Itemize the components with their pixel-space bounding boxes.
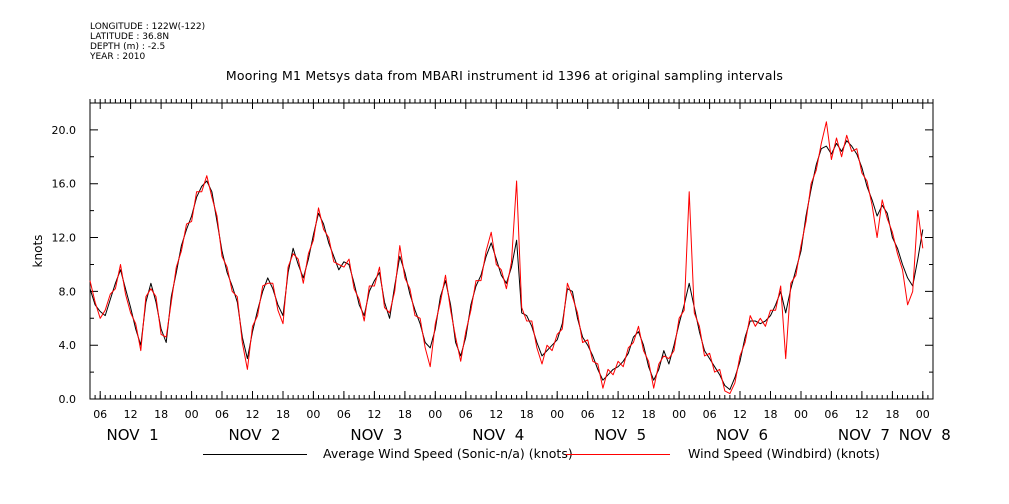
depth-text: DEPTH (m) : -2.5 <box>90 42 166 52</box>
y-tick-label: 8.0 <box>59 285 77 298</box>
x-day-label: NOV 4 <box>472 426 524 444</box>
x-tick-label: 00 <box>428 408 442 421</box>
x-tick-label: 06 <box>581 408 595 421</box>
x-tick-label: 06 <box>337 408 351 421</box>
x-day-label: NOV 2 <box>228 426 280 444</box>
x-tick-label: 12 <box>367 408 381 421</box>
x-tick-label: 12 <box>611 408 625 421</box>
x-tick-label: 18 <box>642 408 656 421</box>
x-tick-label: 18 <box>520 408 534 421</box>
x-day-label: NOV 6 <box>716 426 768 444</box>
y-tick-label: 0.0 <box>59 393 77 406</box>
y-tick-labels: 0.0 4.0 8.0 12.0 16.0 20.0 <box>52 124 77 406</box>
x-tick-label: 06 <box>459 408 473 421</box>
x-tick-label: 00 <box>550 408 564 421</box>
x-tick-label: 00 <box>306 408 320 421</box>
y-axis-label: knots <box>31 235 45 268</box>
x-day-labels: NOV 1 NOV 2 NOV 3 NOV 4 NOV 5 NOV 6 NOV 7 NOV 8 <box>107 426 951 444</box>
x-tick-label: 06 <box>93 408 107 421</box>
y-tick-label: 16.0 <box>52 178 77 191</box>
x-tick-label: 00 <box>794 408 808 421</box>
series-line-windbird-wind-speed <box>89 121 924 395</box>
x-tick-label: 18 <box>885 408 899 421</box>
x-tick-label: 06 <box>215 408 229 421</box>
x-tick-label: 12 <box>733 408 747 421</box>
legend: Average Wind Speed (Sonic-n/a) (knots) W… <box>0 446 1009 466</box>
x-day-label: NOV 1 <box>107 426 159 444</box>
y-tick-label: 20.0 <box>52 124 77 137</box>
x-tick-label: 06 <box>824 408 838 421</box>
metadata-block: LONGITUDE : 122W(-122) LATITUDE : 36.8N … <box>90 22 205 62</box>
x-day-label: NOV 8 <box>899 426 951 444</box>
y-tick-label: 12.0 <box>52 232 77 245</box>
x-tick-label: 18 <box>154 408 168 421</box>
x-tick-label: 12 <box>124 408 138 421</box>
x-tick-label: 18 <box>276 408 290 421</box>
x-tick-label: 18 <box>398 408 412 421</box>
x-tick-label: 18 <box>764 408 778 421</box>
x-tick-label: 00 <box>185 408 199 421</box>
legend-label-windbird: Wind Speed (Windbird) (knots) <box>688 446 880 461</box>
data-series <box>89 121 924 395</box>
latitude-text: LATITUDE : 36.8N <box>90 32 170 42</box>
x-tick-label: 12 <box>855 408 869 421</box>
plot-frame <box>89 102 934 400</box>
legend-label-average-wind: Average Wind Speed (Sonic-n/a) (knots) <box>323 446 573 461</box>
y-tick-label: 4.0 <box>59 339 77 352</box>
x-major-ticks <box>99 103 924 399</box>
legend-line-average-wind <box>203 454 307 455</box>
x-tick-label: 00 <box>672 408 686 421</box>
x-day-label: NOV 5 <box>594 426 646 444</box>
x-tick-labels: 06 12 18 00 06 12 18 00 06 12 18 00 06 12 18 00 06 12 18 00… <box>93 408 930 421</box>
x-day-label: NOV 3 <box>350 426 402 444</box>
x-day-label: NOV 7 <box>838 426 890 444</box>
x-tick-label: 00 <box>916 408 930 421</box>
x-tick-label: 12 <box>246 408 260 421</box>
chart-title: Mooring M1 Metsys data from MBARI instru… <box>225 68 784 83</box>
year-text: YEAR : 2010 <box>90 52 146 62</box>
axis-ticks <box>89 99 934 400</box>
x-tick-label: 06 <box>703 408 717 421</box>
legend-line-windbird <box>566 454 670 455</box>
y-ticks <box>90 102 933 400</box>
x-minor-ticks <box>89 99 934 399</box>
x-tick-label: 12 <box>489 408 503 421</box>
longitude-text: LONGITUDE : 122W(-122) <box>90 22 206 32</box>
